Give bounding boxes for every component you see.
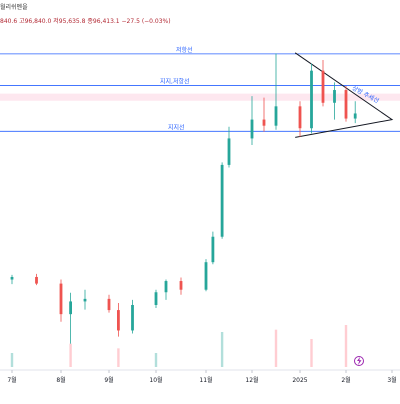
volume-bar-6 bbox=[310, 339, 313, 367]
candle-layer bbox=[10, 53, 357, 355]
x-tick-label-8: 3월 bbox=[387, 376, 396, 384]
volume-bar-1 bbox=[69, 343, 72, 367]
level-label-1: 지지,저항선 bbox=[160, 77, 190, 85]
candle-body-22 bbox=[344, 90, 348, 119]
candle-body-7 bbox=[131, 304, 134, 331]
candle-body-20 bbox=[321, 70, 325, 103]
candle-body-10 bbox=[179, 281, 183, 290]
candle-body-0 bbox=[10, 276, 14, 280]
chart-title: 월리쉬멘을 bbox=[0, 4, 28, 11]
candle-body-21 bbox=[333, 90, 336, 103]
candle-body-3 bbox=[69, 301, 72, 315]
volume-layer bbox=[10, 325, 348, 367]
x-tick-label-1: 8월 bbox=[56, 376, 65, 384]
x-tick-label-0: 7월 bbox=[7, 376, 16, 384]
candle-body-19 bbox=[310, 70, 313, 129]
x-tick-label-3: 10월 bbox=[149, 376, 162, 384]
band-layer bbox=[0, 93, 400, 101]
candle-body-4 bbox=[83, 298, 87, 302]
x-tick-label-6: 2025 bbox=[292, 377, 307, 384]
ohlc-readout: 840.6 고96,840.0 저95,635.8 종96,413.1 −27.… bbox=[0, 18, 171, 25]
candle-body-12 bbox=[211, 236, 215, 263]
volume-bar-3 bbox=[154, 353, 158, 367]
x-tick-label-7: 2월 bbox=[341, 376, 350, 384]
level-label-0: 저항선 bbox=[176, 46, 193, 54]
level-label-2: 지지선 bbox=[168, 123, 185, 131]
candle-body-8 bbox=[154, 292, 158, 305]
candle-body-6 bbox=[117, 310, 120, 331]
volume-bar-0 bbox=[10, 353, 14, 367]
candle-body-1 bbox=[35, 276, 38, 284]
candle-body-5 bbox=[107, 298, 111, 311]
candle-body-15 bbox=[250, 119, 254, 139]
icon-layer bbox=[354, 356, 364, 366]
x-tick-label-2: 9월 bbox=[104, 376, 113, 384]
candle-body-23 bbox=[353, 113, 357, 119]
candle-body-18 bbox=[298, 106, 302, 129]
x-tick-label-5: 12월 bbox=[245, 376, 258, 384]
volume-bar-7 bbox=[344, 325, 348, 367]
volume-bar-4 bbox=[220, 332, 224, 367]
volume-bar-2 bbox=[117, 348, 120, 367]
candle-body-17 bbox=[274, 106, 278, 126]
volume-bar-5 bbox=[274, 329, 278, 367]
lightning-icon-glyph bbox=[357, 357, 362, 365]
x-axis: 7월 8월 9월 10월 11월 12월 2025 2월 3월 bbox=[0, 369, 400, 384]
candle-body-16 bbox=[262, 119, 266, 126]
candle-body-9 bbox=[164, 281, 168, 293]
pink-band bbox=[0, 93, 400, 101]
candle-body-14 bbox=[227, 138, 231, 165]
candle-body-2 bbox=[59, 283, 63, 315]
triangle-lines bbox=[294, 52, 394, 138]
candle-body-11 bbox=[204, 262, 208, 290]
x-tick-label-4: 11월 bbox=[199, 376, 212, 384]
candle-body-13 bbox=[220, 164, 224, 237]
